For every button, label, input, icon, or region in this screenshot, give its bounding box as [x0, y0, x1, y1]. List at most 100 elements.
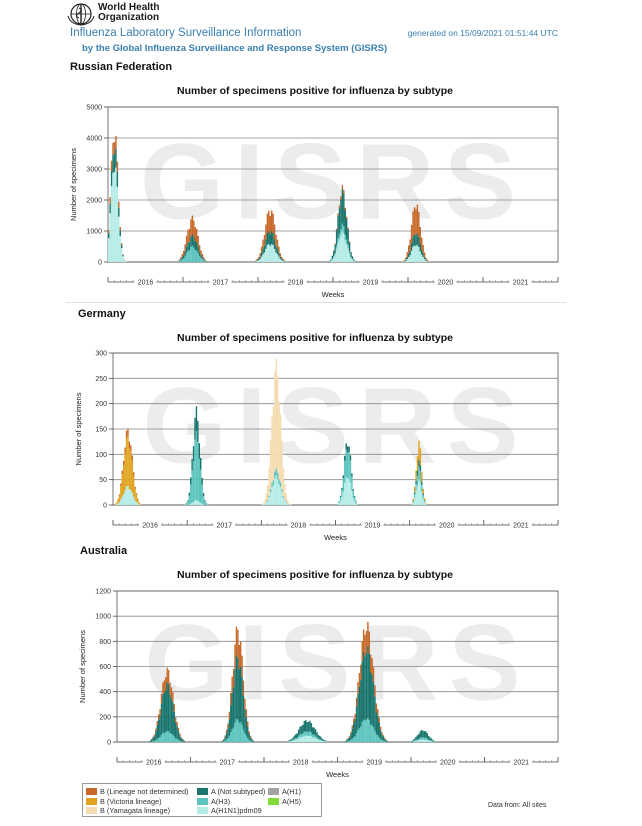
bar-segment	[282, 495, 285, 498]
bar-segment	[312, 737, 314, 742]
bar-segment	[193, 220, 195, 238]
bar-segment	[125, 438, 128, 487]
year-label: 2016	[138, 280, 154, 287]
y-tick-label: 250	[95, 376, 107, 383]
bar-segment	[346, 452, 349, 479]
bar-segment	[356, 503, 359, 505]
bar-segment	[197, 246, 199, 253]
bar-segment	[418, 740, 420, 742]
year-label-bg	[361, 521, 384, 529]
bar-segment	[180, 260, 182, 262]
bar-segment	[235, 655, 238, 719]
bar-segment	[125, 430, 128, 439]
bar-segment	[351, 258, 354, 260]
bar-segment	[345, 449, 347, 478]
bar-segment	[302, 724, 304, 734]
bar-segment	[242, 729, 245, 742]
bar-segment	[362, 629, 365, 652]
bar-segment	[416, 470, 419, 476]
bar-segment	[314, 738, 317, 742]
year-label-bg	[434, 278, 457, 286]
bar-segment	[272, 232, 274, 246]
bar-segment	[296, 733, 298, 738]
bar-segment	[344, 207, 346, 211]
bar-segment	[157, 719, 160, 738]
bar-segment	[197, 252, 199, 262]
bar-segment	[382, 740, 385, 742]
bar-segment	[128, 489, 131, 505]
bar-segment	[321, 741, 324, 742]
bar-segment	[191, 234, 194, 246]
bar-segment	[319, 738, 321, 741]
bar-segment	[430, 741, 433, 742]
bar-segment	[249, 735, 252, 738]
bar-segment	[204, 261, 207, 262]
bar-segment	[130, 490, 132, 505]
bar-segment	[419, 739, 421, 742]
bar-segment	[265, 239, 267, 249]
bar-segment	[113, 172, 116, 262]
bar-segment	[159, 708, 161, 716]
bar-segment	[172, 692, 174, 703]
bar-segment	[348, 446, 350, 453]
legend-label: A(H3)	[211, 796, 231, 806]
bar-segment	[150, 738, 153, 740]
bar-segment	[344, 210, 346, 235]
bar-segment	[338, 239, 341, 262]
bar-segment	[187, 250, 189, 262]
bar-segment	[307, 735, 310, 742]
y-tick-label: 100	[95, 452, 107, 459]
bar-segment	[274, 478, 276, 505]
bar-segment	[419, 465, 422, 471]
bar-segment	[159, 737, 161, 742]
bar-segment	[415, 736, 417, 740]
bar-segment	[334, 252, 336, 255]
bar-segment	[418, 236, 420, 247]
bar-segment	[268, 497, 270, 505]
bar-segment	[195, 228, 198, 243]
bar-segment	[281, 260, 283, 262]
bar-segment	[285, 502, 288, 503]
y-axis-label: Number of specimens	[78, 630, 87, 703]
bar-segment	[135, 494, 138, 503]
bar-segment	[183, 258, 185, 262]
bar-segment	[275, 234, 277, 246]
bar-segment	[321, 740, 324, 742]
bar-segment	[411, 741, 413, 742]
bar-segment	[382, 736, 385, 741]
bar-segment	[269, 488, 272, 493]
bar-segment	[194, 241, 196, 250]
bar-segment	[122, 254, 124, 256]
bar-segment	[331, 259, 333, 262]
bar-segment	[354, 736, 356, 742]
bars-group	[148, 621, 437, 742]
bar-segment	[289, 739, 291, 741]
year-label-bg	[213, 521, 236, 529]
bar-segment	[320, 740, 322, 742]
bar-segment	[347, 741, 349, 742]
bar-segment	[128, 447, 131, 490]
bar-segment	[278, 484, 280, 505]
bar-segment	[227, 723, 229, 729]
bar-segment	[341, 189, 344, 224]
bar-segment	[321, 738, 324, 741]
bar-segment	[202, 504, 205, 505]
bar-segment	[348, 242, 351, 252]
bar-segment	[341, 185, 344, 190]
bar-segment	[333, 257, 335, 262]
bar-segment	[416, 485, 419, 505]
bar-segment	[429, 737, 431, 741]
bar-segment	[409, 250, 411, 256]
bar-segment	[372, 682, 375, 728]
bar-segment	[117, 499, 119, 500]
bar-segment	[320, 739, 322, 741]
year-label: 2019	[363, 280, 379, 287]
bar-segment	[203, 259, 205, 261]
bar-segment	[285, 493, 288, 503]
bar-segment	[205, 503, 208, 505]
bar-segment	[202, 493, 205, 497]
bar-segment	[312, 727, 314, 735]
bar-segment	[425, 260, 427, 262]
bar-segment	[386, 741, 389, 742]
bar-segment	[368, 719, 371, 742]
